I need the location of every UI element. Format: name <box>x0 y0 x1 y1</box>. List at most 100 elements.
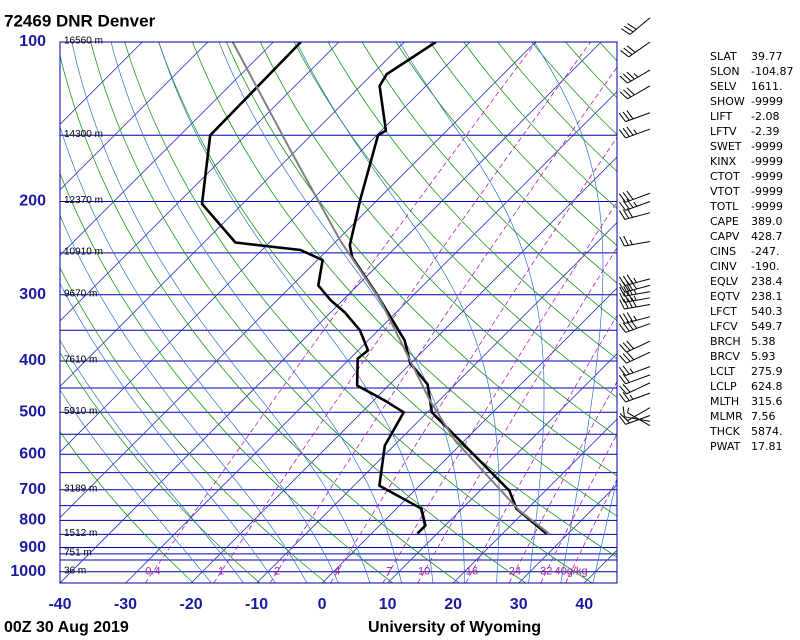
isotherm <box>518 484 617 583</box>
isotherm <box>190 156 617 583</box>
plot-frame <box>59 41 618 584</box>
profile-parcel <box>231 42 550 535</box>
height-label: 7610 m <box>64 355 97 366</box>
wind-barb <box>619 297 651 310</box>
index-value: 7.56 <box>751 410 776 423</box>
index-value: -2.08 <box>751 110 779 123</box>
grid <box>60 42 617 583</box>
x-tick-label: 40 <box>575 596 593 613</box>
height-label: 751 m <box>64 547 92 558</box>
wind-barb <box>619 285 651 297</box>
index-name: BRCV <box>710 350 740 363</box>
dry-adiabat <box>158 42 617 558</box>
wind-barbs <box>618 17 651 427</box>
index-name: CTOT <box>710 170 740 183</box>
footer-source: University of Wyoming <box>368 619 541 636</box>
wind-barb <box>620 41 651 58</box>
wind-barb <box>619 235 651 247</box>
wind-barb <box>618 208 651 220</box>
mixing-ratio-label: 32 <box>540 566 552 578</box>
moist-adiabat <box>158 42 434 583</box>
index-value: 549.7 <box>751 320 783 333</box>
wind-barb <box>618 279 651 293</box>
index-value: -2.39 <box>751 125 779 138</box>
index-name: SWET <box>710 140 742 153</box>
wind-barb <box>619 85 651 100</box>
isotherm <box>321 287 617 583</box>
index-value: -9999 <box>751 170 783 183</box>
isotherm <box>387 353 617 583</box>
index-value: -190. <box>751 260 779 273</box>
wind-barb <box>619 69 651 84</box>
mixing-ratio-label: 1 <box>218 566 224 578</box>
wind-barb <box>619 340 651 353</box>
index-value: 238.4 <box>751 275 783 288</box>
x-tick-label: 10 <box>379 596 397 613</box>
index-value: 540.3 <box>751 305 783 318</box>
index-name: LIFT <box>710 110 733 123</box>
mixing-ratio-label: 24 <box>509 566 521 578</box>
y-tick-label: 600 <box>19 445 46 462</box>
height-label: 14300 m <box>64 129 103 140</box>
moist-adiabat <box>60 389 212 583</box>
y-tick-label: 200 <box>19 193 46 210</box>
index-name: LFTV <box>710 125 737 138</box>
index-value: 39.77 <box>751 50 783 63</box>
index-value: -247. <box>751 245 779 258</box>
index-value: 5.93 <box>751 350 776 363</box>
index-value: 17.81 <box>751 440 783 453</box>
mixing-ratio-label: 0.4 <box>145 566 160 578</box>
index-value: 389.0 <box>751 215 783 228</box>
dry-adiabat <box>497 42 617 172</box>
index-name: EQLV <box>710 275 739 288</box>
y-tick-label: 100 <box>19 33 46 50</box>
isotherm <box>60 42 471 453</box>
moist-adiabat <box>60 214 308 583</box>
x-tick-label: 0 <box>318 596 327 613</box>
index-name: LCLT <box>710 365 735 378</box>
index-value: -9999 <box>751 185 783 198</box>
height-label: 10910 m <box>64 246 103 257</box>
wind-barb <box>622 406 651 422</box>
dry-adiabat <box>429 42 617 247</box>
wind-barb <box>618 415 651 425</box>
y-tick-label: 500 <box>19 404 46 421</box>
wind-barb <box>618 126 651 139</box>
mixing-ratio-line <box>330 136 617 583</box>
index-value: -9999 <box>751 155 783 168</box>
index-name: SHOW <box>710 95 745 108</box>
wind-barb <box>621 17 651 35</box>
index-name: PWAT <box>710 440 741 453</box>
index-value: 275.9 <box>751 365 783 378</box>
index-name: VTOT <box>710 185 740 198</box>
x-tick-label: 30 <box>510 596 528 613</box>
index-value: 5.38 <box>751 335 776 348</box>
isotherm <box>60 42 340 322</box>
isotherm <box>60 42 536 519</box>
index-value: 1611. <box>751 80 783 93</box>
wind-barb <box>619 382 651 395</box>
profile-dewpoint <box>200 42 427 535</box>
index-name: CAPV <box>710 230 740 243</box>
moist-adiabat <box>60 125 339 583</box>
mixing-ratio-label: 7 <box>386 566 392 578</box>
index-name: LFCT <box>710 305 737 318</box>
isotherm <box>60 42 274 256</box>
index-name: TOTL <box>709 200 739 213</box>
moist-adiabat <box>60 339 244 583</box>
moist-adiabat <box>534 42 604 583</box>
index-value: 315.6 <box>751 395 783 408</box>
isotherm <box>256 222 617 583</box>
moist-adiabat <box>296 42 500 583</box>
index-value: 5874. <box>751 425 783 438</box>
isotherm <box>60 42 405 387</box>
wind-barb <box>618 391 651 403</box>
isotherm <box>60 42 209 191</box>
height-label: 1512 m <box>64 528 97 539</box>
dry-adiabat <box>226 42 617 477</box>
mixing-ratio-label: 16 <box>466 566 478 578</box>
mixing-ratio-line <box>382 201 617 583</box>
y-tick-label: 1000 <box>10 563 46 580</box>
